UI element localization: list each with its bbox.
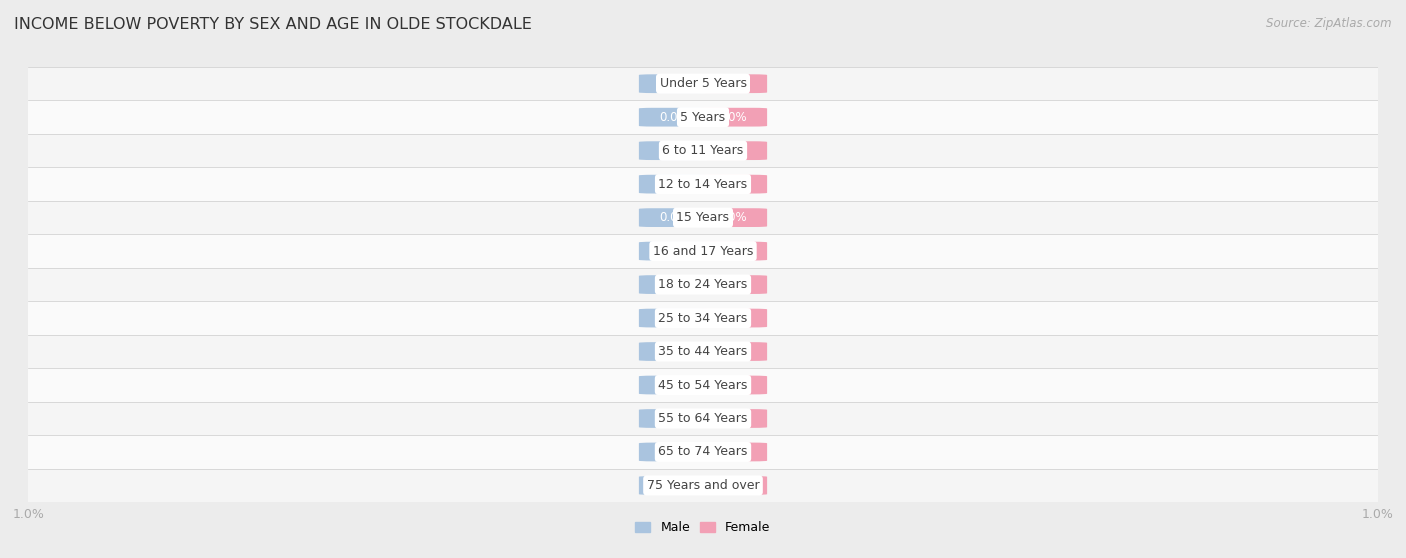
FancyBboxPatch shape: [696, 409, 768, 428]
Text: 0.0%: 0.0%: [717, 177, 747, 191]
FancyBboxPatch shape: [696, 208, 768, 227]
FancyBboxPatch shape: [696, 175, 768, 194]
FancyBboxPatch shape: [696, 376, 768, 395]
Bar: [28, 234, 1378, 268]
Text: 35 to 44 Years: 35 to 44 Years: [658, 345, 748, 358]
FancyBboxPatch shape: [638, 476, 710, 495]
Text: 6 to 11 Years: 6 to 11 Years: [662, 144, 744, 157]
Text: 0.0%: 0.0%: [659, 177, 689, 191]
FancyBboxPatch shape: [638, 108, 710, 127]
Text: 15 Years: 15 Years: [676, 211, 730, 224]
FancyBboxPatch shape: [638, 342, 710, 361]
Bar: [28, 335, 1378, 368]
Bar: [28, 67, 1378, 100]
Text: 0.0%: 0.0%: [717, 412, 747, 425]
Text: 18 to 24 Years: 18 to 24 Years: [658, 278, 748, 291]
Text: 0.0%: 0.0%: [659, 278, 689, 291]
Bar: [28, 134, 1378, 167]
FancyBboxPatch shape: [696, 342, 768, 361]
Text: 75 Years and over: 75 Years and over: [647, 479, 759, 492]
FancyBboxPatch shape: [696, 275, 768, 294]
FancyBboxPatch shape: [696, 141, 768, 160]
Text: 0.0%: 0.0%: [659, 110, 689, 124]
Text: 0.0%: 0.0%: [717, 77, 747, 90]
Text: 0.0%: 0.0%: [717, 345, 747, 358]
Text: 12 to 14 Years: 12 to 14 Years: [658, 177, 748, 191]
FancyBboxPatch shape: [696, 476, 768, 495]
FancyBboxPatch shape: [696, 242, 768, 261]
Text: 25 to 34 Years: 25 to 34 Years: [658, 311, 748, 325]
Text: 0.0%: 0.0%: [717, 445, 747, 459]
Text: Source: ZipAtlas.com: Source: ZipAtlas.com: [1267, 17, 1392, 30]
FancyBboxPatch shape: [638, 74, 710, 93]
Bar: [28, 201, 1378, 234]
Text: 0.0%: 0.0%: [717, 211, 747, 224]
FancyBboxPatch shape: [638, 208, 710, 227]
Text: 0.0%: 0.0%: [717, 278, 747, 291]
Bar: [28, 368, 1378, 402]
FancyBboxPatch shape: [638, 275, 710, 294]
Text: 0.0%: 0.0%: [717, 378, 747, 392]
FancyBboxPatch shape: [638, 309, 710, 328]
Text: 0.0%: 0.0%: [659, 445, 689, 459]
FancyBboxPatch shape: [638, 376, 710, 395]
Text: 16 and 17 Years: 16 and 17 Years: [652, 244, 754, 258]
Text: 65 to 74 Years: 65 to 74 Years: [658, 445, 748, 459]
Text: 0.0%: 0.0%: [659, 345, 689, 358]
Text: 0.0%: 0.0%: [659, 412, 689, 425]
Text: 0.0%: 0.0%: [659, 311, 689, 325]
Text: 0.0%: 0.0%: [717, 311, 747, 325]
Text: 0.0%: 0.0%: [717, 479, 747, 492]
Bar: [28, 100, 1378, 134]
Text: 45 to 54 Years: 45 to 54 Years: [658, 378, 748, 392]
Legend: Male, Female: Male, Female: [630, 517, 776, 540]
Bar: [28, 402, 1378, 435]
FancyBboxPatch shape: [696, 442, 768, 461]
FancyBboxPatch shape: [696, 74, 768, 93]
FancyBboxPatch shape: [638, 442, 710, 461]
Text: 0.0%: 0.0%: [659, 244, 689, 258]
Bar: [28, 301, 1378, 335]
FancyBboxPatch shape: [638, 242, 710, 261]
Text: INCOME BELOW POVERTY BY SEX AND AGE IN OLDE STOCKDALE: INCOME BELOW POVERTY BY SEX AND AGE IN O…: [14, 17, 531, 32]
Text: 0.0%: 0.0%: [659, 144, 689, 157]
Bar: [28, 435, 1378, 469]
Text: 0.0%: 0.0%: [659, 211, 689, 224]
Text: Under 5 Years: Under 5 Years: [659, 77, 747, 90]
Text: 0.0%: 0.0%: [717, 244, 747, 258]
Text: 0.0%: 0.0%: [659, 77, 689, 90]
Bar: [28, 469, 1378, 502]
FancyBboxPatch shape: [638, 409, 710, 428]
Text: 0.0%: 0.0%: [717, 110, 747, 124]
Text: 0.0%: 0.0%: [659, 378, 689, 392]
Text: 55 to 64 Years: 55 to 64 Years: [658, 412, 748, 425]
Text: 0.0%: 0.0%: [659, 479, 689, 492]
Bar: [28, 268, 1378, 301]
FancyBboxPatch shape: [638, 141, 710, 160]
FancyBboxPatch shape: [696, 108, 768, 127]
FancyBboxPatch shape: [696, 309, 768, 328]
Text: 5 Years: 5 Years: [681, 110, 725, 124]
FancyBboxPatch shape: [638, 175, 710, 194]
Bar: [28, 167, 1378, 201]
Text: 0.0%: 0.0%: [717, 144, 747, 157]
